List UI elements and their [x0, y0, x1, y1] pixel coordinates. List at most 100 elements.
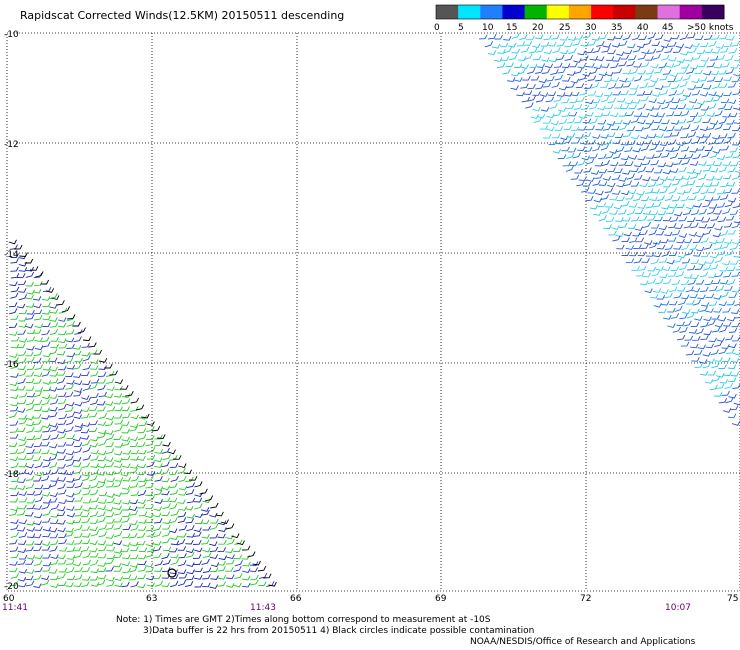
wind-barb: [685, 286, 694, 293]
wind-barb: [692, 299, 702, 306]
wind-barb: [153, 552, 162, 559]
wind-barb: [10, 531, 19, 539]
wind-barb: [587, 40, 596, 46]
wind-barb: [186, 513, 195, 519]
wind-barb: [154, 518, 163, 524]
wind-barb: [682, 209, 692, 216]
wind-barb: [673, 257, 683, 263]
wind-barb: [717, 103, 727, 110]
wind-barb: [41, 414, 50, 420]
lon-label: 75: [727, 594, 738, 604]
wind-barb: [18, 440, 27, 447]
wind-barb: [656, 112, 666, 118]
wind-barb: [496, 62, 506, 69]
wind-barb: [65, 450, 75, 456]
wind-barb: [73, 456, 82, 462]
wind-barb: [114, 582, 123, 588]
wind-barb: [42, 341, 51, 348]
wind-barb-edge: [114, 379, 124, 385]
wind-barb: [25, 443, 34, 448]
wind-barb: [608, 83, 617, 90]
wind-barb: [42, 498, 52, 504]
wind-barb: [652, 288, 662, 293]
wind-barb: [663, 278, 672, 285]
wind-barb: [729, 244, 739, 251]
wind-barb: [731, 41, 740, 47]
wind-barb: [89, 383, 98, 390]
wind-barb: [90, 482, 99, 489]
wind-barb: [721, 344, 730, 349]
wind-barb: [578, 74, 587, 81]
wind-barb: [113, 492, 122, 497]
wind-barb: [676, 203, 685, 208]
wind-barb: [138, 414, 148, 420]
wind-barb: [17, 427, 26, 432]
wind-barb: [547, 91, 557, 97]
lon-label: 63: [146, 594, 157, 604]
wind-barb: [26, 490, 36, 496]
wind-barb: [725, 334, 734, 341]
wind-barb: [536, 63, 546, 68]
wind-barb: [691, 78, 700, 83]
wind-barb: [82, 446, 91, 453]
wind-barb: [81, 371, 90, 377]
wind-barb-edge: [109, 370, 118, 376]
wind-barb: [25, 351, 34, 357]
wind-barb: [594, 112, 604, 118]
wind-barb: [82, 454, 92, 461]
wind-barb: [705, 343, 715, 349]
wind-barb: [616, 196, 625, 202]
wind-barb: [57, 554, 66, 560]
wind-barb: [680, 244, 690, 251]
wind-barb: [668, 251, 678, 257]
wind-barb: [602, 124, 612, 131]
wind-barb: [612, 139, 621, 145]
wind-barb: [711, 34, 720, 40]
wind-barb: [718, 166, 728, 173]
wind-barb: [702, 351, 711, 357]
wind-barb-edge: [204, 495, 214, 502]
wind-barb: [194, 503, 203, 510]
wind-barb: [73, 414, 83, 420]
wind-barb: [539, 124, 549, 130]
wind-barb-edge: [56, 300, 65, 306]
wind-barb: [81, 395, 90, 400]
wind-barb: [703, 84, 712, 90]
wind-barb: [105, 433, 115, 441]
wind-barb: [121, 547, 130, 553]
lon-label: 72: [580, 594, 591, 604]
wind-barb: [34, 433, 43, 440]
wind-barb: [209, 541, 218, 547]
wind-barb-edge: [130, 397, 140, 404]
wind-barb: [26, 345, 35, 351]
wind-barb: [598, 168, 608, 174]
wind-barb: [535, 46, 545, 53]
wind-barb: [26, 448, 35, 455]
wind-barb: [56, 511, 66, 517]
wind-barb: [535, 83, 544, 90]
wind-barb: [58, 392, 67, 397]
wind-barb: [731, 421, 740, 426]
wind-barb: [610, 161, 619, 167]
wind-barb: [200, 519, 210, 525]
wind-barb: [669, 300, 678, 306]
wind-barb: [592, 98, 601, 104]
wind-barb: [81, 407, 90, 412]
wind-barb: [677, 190, 686, 195]
wind-barb: [610, 77, 620, 82]
wind-barb: [639, 182, 648, 188]
wind-barb: [535, 68, 544, 74]
wind-barb-edge: [215, 511, 224, 517]
wind-barb: [647, 32, 656, 40]
wind-barb: [89, 349, 98, 355]
wind-barb: [146, 575, 155, 581]
wind-barb: [527, 83, 536, 90]
time-label: 10:07: [665, 603, 691, 613]
wind-barb: [138, 560, 147, 566]
wind-barb: [209, 512, 218, 518]
wind-barb-edge: [263, 573, 272, 579]
lat-label: -14: [4, 250, 19, 260]
wind-barb: [113, 481, 122, 488]
wind-barb: [33, 533, 42, 539]
wind-barb: [723, 76, 733, 81]
